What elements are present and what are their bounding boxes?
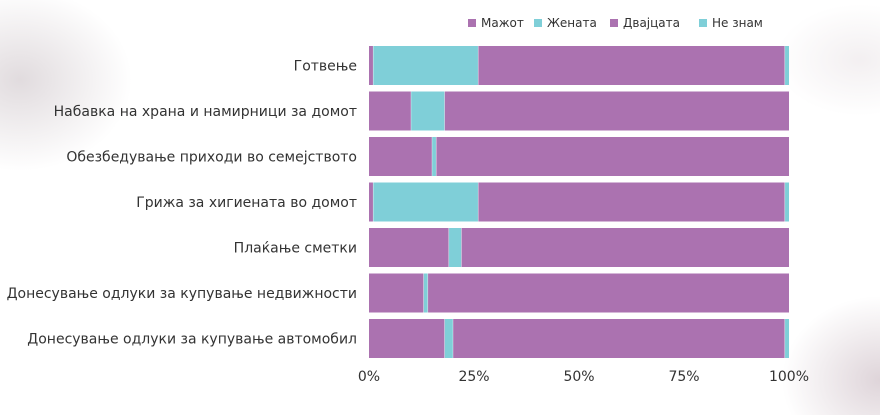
x-axis-ticks: 0% 25% 50% 75% 100% <box>358 369 809 385</box>
bar-segment <box>444 91 789 131</box>
bar-segment <box>461 228 789 267</box>
bar-segment <box>432 137 437 176</box>
x-tick-label: 100% <box>769 369 809 385</box>
bar-segment <box>411 91 445 131</box>
bars <box>369 46 789 358</box>
bar-segment <box>453 319 785 358</box>
x-tick-label: 25% <box>458 369 489 385</box>
x-tick-label: 50% <box>563 369 594 385</box>
bar-segment <box>369 46 374 85</box>
category-label: Плаќање сметки <box>234 241 357 257</box>
legend-swatch <box>534 19 542 27</box>
legend-label: Мажот <box>481 16 524 30</box>
bar-segment <box>369 273 424 313</box>
x-tick-label: 75% <box>668 369 699 385</box>
legend-label: Не знам <box>712 16 763 30</box>
bar-segment <box>448 228 462 267</box>
bar-segment <box>784 319 789 358</box>
bar-segment <box>478 46 785 85</box>
category-labels: Готвење Набавка на храна и намирници за д… <box>7 59 357 348</box>
bar-segment <box>423 273 428 313</box>
bar-segment <box>369 228 449 267</box>
bar-segment <box>369 91 411 131</box>
category-label: Готвење <box>294 59 357 75</box>
category-label: Донесување одлуки за купување недвижност… <box>7 286 357 302</box>
legend-label: Двајцата <box>623 16 680 30</box>
bar-segment <box>369 182 374 222</box>
category-label: Грижа за хигиената во домот <box>136 195 357 211</box>
x-tick-label: 0% <box>358 369 380 385</box>
legend: Мажот Жената Двајцата Не знам <box>468 16 763 30</box>
category-label: Донесување одлуки за купување автомобил <box>27 332 357 348</box>
legend-swatch <box>699 19 707 27</box>
legend-swatch <box>468 19 476 27</box>
category-label: Набавка на храна и намирници за домот <box>54 104 357 120</box>
bar-segment <box>784 182 789 222</box>
legend-swatch <box>610 19 618 27</box>
legend-label: Жената <box>547 16 597 30</box>
bar-segment <box>373 46 479 85</box>
bar-segment <box>784 46 789 85</box>
bar-segment <box>373 182 479 222</box>
bar-segment <box>444 319 453 358</box>
bar-segment <box>369 319 445 358</box>
bar-segment <box>478 182 785 222</box>
bar-segment <box>427 273 789 313</box>
bar-segment <box>369 137 432 176</box>
bar-segment <box>436 137 789 176</box>
category-label: Обезбедување приходи во семејството <box>66 150 357 166</box>
